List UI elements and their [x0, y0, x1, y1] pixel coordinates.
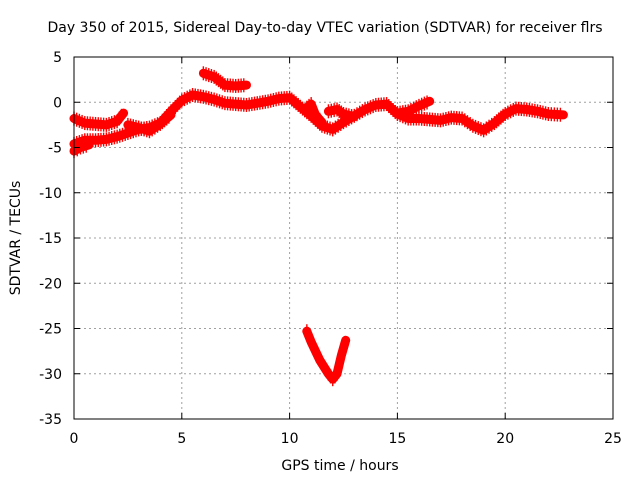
y-axis-label: SDTVAR / TECUs — [8, 181, 24, 296]
x-tick-label: 5 — [177, 431, 186, 447]
x-tick-label: 10 — [281, 431, 299, 447]
y-tick-label: 5 — [53, 50, 62, 66]
x-tick-label: 0 — [70, 431, 79, 447]
chart-title: Day 350 of 2015, Sidereal Day-to-day VTE… — [47, 20, 602, 36]
y-tick-label: -5 — [48, 141, 62, 157]
y-tick-label: -30 — [39, 367, 62, 383]
x-tick-label: 25 — [604, 431, 622, 447]
x-tick-label: 15 — [388, 431, 406, 447]
x-tick-label: 20 — [496, 431, 514, 447]
y-tick-label: -25 — [39, 322, 62, 338]
x-axis-label: GPS time / hours — [281, 458, 398, 474]
y-tick-label: 0 — [53, 95, 62, 111]
y-tick-label: -35 — [39, 412, 62, 428]
plot-frame — [73, 56, 614, 420]
y-tick-label: -15 — [39, 231, 62, 247]
y-tick-label: -10 — [39, 186, 62, 202]
trace-layer — [69, 66, 568, 387]
tick-layer: 0 5 10 15 20 25 5 0 -5 -10 -15 -20 -25 -30 -35 — [39, 50, 622, 447]
y-tick-label: -20 — [39, 276, 62, 292]
